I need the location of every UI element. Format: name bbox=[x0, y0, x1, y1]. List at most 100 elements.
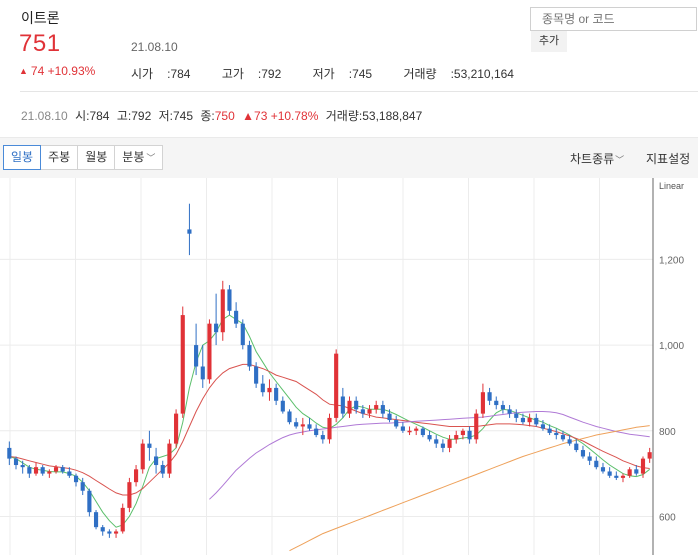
candle-body bbox=[447, 439, 452, 448]
chart-canvas[interactable]: 1,200 1,000 800 600 Linear bbox=[0, 178, 698, 555]
chevron-down-icon: ﹀ bbox=[615, 155, 625, 165]
daily-close: 종:750 bbox=[200, 109, 235, 123]
tab-minute[interactable]: 분봉 ﹀ bbox=[115, 145, 164, 170]
candle-body bbox=[627, 469, 632, 476]
candle-body bbox=[80, 482, 85, 491]
candle-body bbox=[394, 420, 399, 427]
candle-body bbox=[254, 366, 259, 384]
candle-body bbox=[354, 400, 359, 410]
stock-header: 이트론 751 21.08.10 ▲ 74 +10.93% 시가:784 고가:7… bbox=[0, 0, 698, 92]
candle-body bbox=[540, 424, 546, 429]
ma-line-ma120 bbox=[289, 425, 650, 552]
candle-body bbox=[107, 531, 112, 534]
candle-body bbox=[294, 422, 299, 427]
candle-body bbox=[7, 447, 12, 459]
ohlc-summary: 시가:784 고가:792 저가:745 거래량:53,210,164 bbox=[131, 65, 542, 82]
candle-body bbox=[147, 443, 152, 448]
candle-body bbox=[260, 383, 265, 393]
candle-body bbox=[487, 392, 492, 401]
tab-weekly[interactable]: 주봉 bbox=[41, 145, 79, 170]
stock-search-input[interactable] bbox=[530, 7, 697, 31]
candle-body bbox=[474, 413, 479, 440]
candle-body bbox=[194, 345, 199, 367]
candle-body bbox=[220, 289, 225, 333]
candle-body bbox=[427, 435, 432, 440]
candle-body bbox=[400, 426, 405, 431]
candle-body bbox=[594, 460, 599, 468]
candle-body bbox=[327, 417, 332, 440]
daily-low: 저:745 bbox=[158, 109, 194, 123]
indicator-settings-button[interactable]: 지표설정 bbox=[646, 152, 691, 166]
candle-body bbox=[434, 439, 439, 444]
candle-body bbox=[507, 409, 512, 414]
candle-body bbox=[280, 400, 285, 412]
candle-body bbox=[480, 392, 485, 414]
candle-body bbox=[20, 465, 25, 468]
tab-monthly[interactable]: 월봉 bbox=[78, 145, 116, 170]
daily-volume: 거래량:53,188,847 bbox=[325, 109, 423, 123]
candle-body bbox=[527, 417, 532, 423]
candle-body bbox=[73, 475, 79, 483]
daily-summary: 21.08.10 시:784 고:792 저:745 종:750 ▲73 +10… bbox=[21, 107, 422, 124]
candle-body bbox=[227, 289, 232, 311]
candle-body bbox=[607, 471, 612, 476]
price-change-value: 74 +10.93% bbox=[30, 64, 96, 78]
candle-body bbox=[494, 400, 499, 406]
candle-body bbox=[500, 405, 505, 410]
candle-body bbox=[60, 467, 65, 472]
candle-body bbox=[340, 396, 345, 414]
candle-body bbox=[347, 400, 352, 414]
candle-body bbox=[167, 443, 172, 474]
candle-body bbox=[374, 405, 379, 410]
daily-high: 고:792 bbox=[116, 109, 152, 123]
candle-body bbox=[33, 467, 39, 474]
y-tick-label: 600 bbox=[659, 512, 676, 523]
tab-daily[interactable]: 일봉 bbox=[3, 145, 42, 170]
candle-body bbox=[53, 467, 59, 472]
candle-body bbox=[100, 527, 105, 532]
candle-body bbox=[300, 424, 305, 427]
candle-body bbox=[320, 435, 325, 440]
candle-body bbox=[640, 458, 646, 474]
up-triangle-icon: ▲ bbox=[242, 109, 255, 123]
candle-body bbox=[360, 409, 365, 414]
candle-body bbox=[27, 467, 32, 474]
candle-body bbox=[534, 417, 539, 425]
candle-body bbox=[234, 310, 239, 324]
chart-type-dropdown[interactable]: 차트종류﹀ bbox=[570, 152, 625, 166]
candle-body bbox=[367, 409, 372, 414]
period-tabs: 일봉 주봉 월봉 분봉 ﹀ bbox=[3, 145, 164, 170]
candle-body bbox=[600, 467, 606, 472]
candle-body bbox=[587, 456, 592, 461]
candle-body bbox=[514, 413, 519, 418]
candle-body bbox=[13, 458, 19, 466]
candle-body bbox=[140, 443, 145, 470]
daily-change: ▲73 +10.78% bbox=[242, 109, 319, 123]
candle-body bbox=[580, 450, 586, 457]
candlestick-chart[interactable]: 1,200 1,000 800 600 Linear bbox=[0, 178, 698, 555]
candle-body bbox=[614, 475, 619, 478]
candle-body bbox=[133, 469, 139, 483]
daily-date: 21.08.10 bbox=[21, 109, 68, 123]
candle-body bbox=[387, 413, 392, 421]
open-stat: 시가:784 bbox=[131, 67, 191, 81]
candle-body bbox=[454, 435, 459, 440]
add-button[interactable]: 추가 bbox=[531, 31, 567, 52]
candle-body bbox=[547, 428, 552, 433]
candle-body bbox=[113, 531, 119, 534]
y-tick-label: 800 bbox=[659, 427, 676, 438]
candle-body bbox=[620, 475, 626, 478]
candle-body bbox=[420, 428, 425, 436]
candle-body bbox=[247, 345, 252, 367]
candle-body bbox=[314, 428, 319, 436]
candle-body bbox=[40, 467, 45, 474]
daily-open: 시:784 bbox=[75, 109, 110, 123]
candle-body bbox=[647, 452, 652, 459]
candle-body bbox=[154, 456, 159, 466]
candle-body bbox=[180, 315, 185, 414]
candle-body bbox=[127, 482, 132, 508]
candle-body bbox=[440, 443, 445, 448]
candle-body bbox=[200, 366, 205, 380]
candle-body bbox=[93, 512, 99, 528]
candle-body bbox=[554, 432, 559, 436]
